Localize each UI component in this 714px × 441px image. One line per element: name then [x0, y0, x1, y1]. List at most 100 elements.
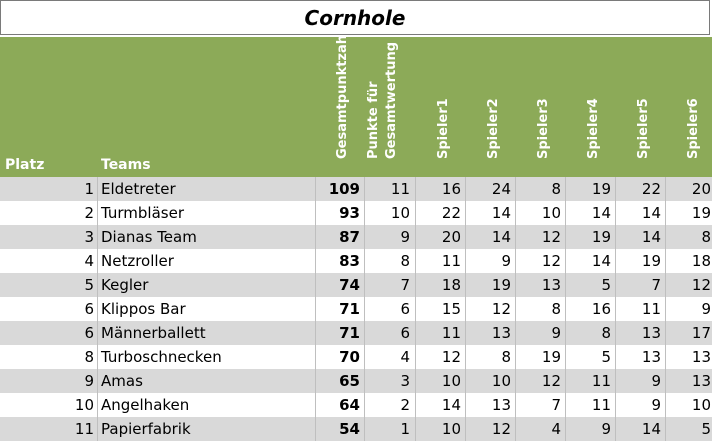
cell-spieler6[interactable]: 13 [691, 348, 711, 366]
cell-spieler2[interactable]: 24 [491, 180, 511, 198]
cell-spieler6[interactable]: 5 [701, 420, 711, 438]
cell-spieler6[interactable]: 10 [691, 396, 711, 414]
cell-spieler1[interactable]: 16 [441, 180, 461, 198]
cell-spieler3[interactable]: 7 [551, 396, 561, 414]
cell-gesamtpunktzahl[interactable]: 70 [339, 348, 360, 366]
cell-gesamtpunktzahl[interactable]: 109 [328, 180, 360, 198]
cell-spieler3[interactable]: 13 [541, 276, 561, 294]
cell-spieler6[interactable]: 19 [691, 204, 711, 222]
cell-gesamtpunktzahl[interactable]: 54 [339, 420, 360, 438]
cell-punkte[interactable]: 6 [400, 324, 410, 342]
cell-gesamtpunktzahl[interactable]: 87 [339, 228, 360, 246]
cell-spieler4[interactable]: 11 [591, 396, 611, 414]
header-spieler5[interactable]: Spieler5 [624, 37, 664, 173]
cell-punkte[interactable]: 6 [400, 300, 410, 318]
cell-spieler4[interactable]: 14 [591, 252, 611, 270]
cell-spieler5[interactable]: 19 [641, 252, 661, 270]
cell-team[interactable]: Turmbläser [101, 204, 184, 222]
cell-platz[interactable]: 3 [84, 228, 94, 246]
cell-spieler4[interactable]: 5 [601, 348, 611, 366]
cell-spieler4[interactable]: 19 [591, 228, 611, 246]
cell-platz[interactable]: 9 [84, 372, 94, 390]
cell-spieler5[interactable]: 22 [641, 180, 661, 198]
cell-spieler3[interactable]: 9 [551, 324, 561, 342]
cell-punkte[interactable]: 8 [400, 252, 410, 270]
cell-team[interactable]: Amas [101, 372, 143, 390]
cell-gesamtpunktzahl[interactable]: 65 [339, 372, 360, 390]
cell-team[interactable]: Männerballett [101, 324, 206, 342]
cell-spieler2[interactable]: 14 [491, 228, 511, 246]
cell-spieler3[interactable]: 8 [551, 180, 561, 198]
cell-spieler1[interactable]: 18 [441, 276, 461, 294]
cell-spieler1[interactable]: 10 [441, 420, 461, 438]
cell-platz[interactable]: 6 [84, 324, 94, 342]
cell-platz[interactable]: 1 [84, 180, 94, 198]
cell-spieler4[interactable]: 11 [591, 372, 611, 390]
cell-spieler5[interactable]: 7 [651, 276, 661, 294]
cell-gesamtpunktzahl[interactable]: 83 [339, 252, 360, 270]
cell-spieler5[interactable]: 14 [641, 420, 661, 438]
header-spieler3[interactable]: Spieler3 [524, 37, 564, 173]
header-gesamtpunktzahl[interactable]: Gesamtpunktzahl [323, 31, 363, 173]
cell-team[interactable]: Kegler [101, 276, 149, 294]
cell-spieler4[interactable]: 14 [591, 204, 611, 222]
cell-spieler5[interactable]: 9 [651, 396, 661, 414]
cell-platz[interactable]: 5 [84, 276, 94, 294]
cell-spieler4[interactable]: 9 [601, 420, 611, 438]
cell-platz[interactable]: 10 [74, 396, 94, 414]
cell-spieler1[interactable]: 12 [441, 348, 461, 366]
sheet-title[interactable]: Cornhole [0, 0, 710, 35]
cell-team[interactable]: Netzroller [101, 252, 174, 270]
cell-spieler5[interactable]: 13 [641, 348, 661, 366]
cell-team[interactable]: Dianas Team [101, 228, 197, 246]
cell-team[interactable]: Angelhaken [101, 396, 190, 414]
cell-gesamtpunktzahl[interactable]: 64 [339, 396, 360, 414]
cell-gesamtpunktzahl[interactable]: 71 [339, 324, 360, 342]
cell-spieler4[interactable]: 16 [591, 300, 611, 318]
cell-platz[interactable]: 2 [84, 204, 94, 222]
cell-team[interactable]: Klippos Bar [101, 300, 186, 318]
cell-spieler3[interactable]: 12 [541, 252, 561, 270]
cell-spieler1[interactable]: 15 [441, 300, 461, 318]
cell-gesamtpunktzahl[interactable]: 74 [339, 276, 360, 294]
cell-team[interactable]: Turboschnecken [101, 348, 222, 366]
cell-spieler5[interactable]: 11 [641, 300, 661, 318]
cell-spieler1[interactable]: 22 [441, 204, 461, 222]
cell-spieler1[interactable]: 10 [441, 372, 461, 390]
cell-spieler6[interactable]: 9 [701, 300, 711, 318]
cell-team[interactable]: Papierfabrik [101, 420, 191, 438]
cell-spieler3[interactable]: 12 [541, 372, 561, 390]
cell-spieler5[interactable]: 9 [651, 372, 661, 390]
header-teams[interactable]: Teams [101, 157, 151, 173]
cell-spieler1[interactable]: 20 [441, 228, 461, 246]
cell-spieler6[interactable]: 18 [691, 252, 711, 270]
cell-spieler2[interactable]: 14 [491, 204, 511, 222]
cell-punkte[interactable]: 2 [400, 396, 410, 414]
cell-spieler2[interactable]: 9 [501, 252, 511, 270]
cell-spieler1[interactable]: 11 [441, 252, 461, 270]
cell-spieler6[interactable]: 20 [691, 180, 711, 198]
cell-platz[interactable]: 8 [84, 348, 94, 366]
header-spieler1[interactable]: Spieler1 [424, 37, 464, 173]
cell-spieler6[interactable]: 8 [701, 228, 711, 246]
cell-spieler2[interactable]: 13 [491, 396, 511, 414]
cell-platz[interactable]: 11 [74, 420, 94, 438]
cell-punkte[interactable]: 7 [400, 276, 410, 294]
cell-platz[interactable]: 4 [84, 252, 94, 270]
cell-spieler4[interactable]: 8 [601, 324, 611, 342]
cell-spieler2[interactable]: 19 [491, 276, 511, 294]
header-spieler6[interactable]: Spieler6 [674, 37, 714, 173]
cell-spieler2[interactable]: 8 [501, 348, 511, 366]
cell-punkte[interactable]: 3 [400, 372, 410, 390]
header-platz[interactable]: Platz [5, 157, 45, 173]
cell-punkte[interactable]: 1 [400, 420, 410, 438]
cell-spieler2[interactable]: 12 [491, 300, 511, 318]
cell-spieler6[interactable]: 17 [691, 324, 711, 342]
cell-spieler3[interactable]: 8 [551, 300, 561, 318]
cell-spieler2[interactable]: 12 [491, 420, 511, 438]
cell-spieler3[interactable]: 12 [541, 228, 561, 246]
cell-spieler4[interactable]: 19 [591, 180, 611, 198]
cell-team[interactable]: Eldetreter [101, 180, 176, 198]
cell-spieler2[interactable]: 13 [491, 324, 511, 342]
cell-punkte[interactable]: 4 [400, 348, 410, 366]
